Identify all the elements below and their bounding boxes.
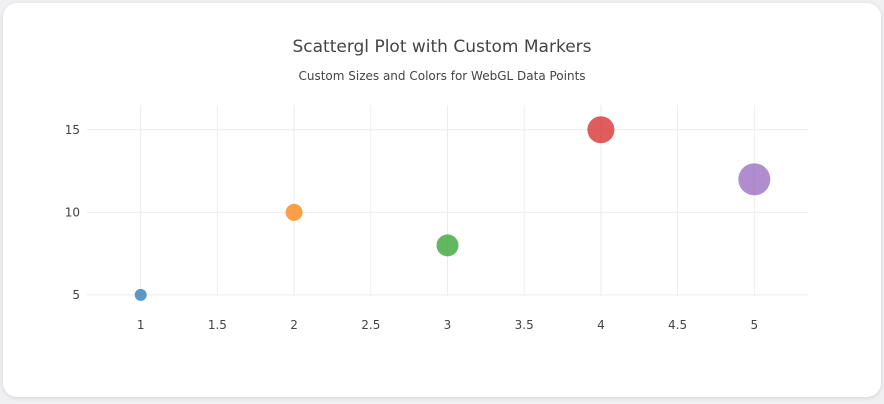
- chart-title: Scattergl Plot with Custom Markers: [292, 37, 592, 57]
- data-point[interactable]: [285, 203, 303, 221]
- x-tick-label: 5: [750, 318, 758, 332]
- chart-subtitle: Custom Sizes and Colors for WebGL Data P…: [298, 69, 586, 83]
- y-tick-label: 5: [72, 288, 80, 302]
- chart-card: Scattergl Plot with Custom Markers Custo…: [3, 3, 881, 397]
- data-point[interactable]: [134, 288, 147, 301]
- x-tick-label: 3: [444, 318, 452, 332]
- x-tick-label: 4.5: [668, 318, 687, 332]
- scatter-plot[interactable]: 1 1.5 2 2.5 3 3.5 4 4.5 5 5 10 15: [3, 3, 881, 397]
- x-tick-label: 4: [597, 318, 605, 332]
- x-tick-label: 1: [137, 318, 145, 332]
- x-tick-label: 3.5: [515, 318, 534, 332]
- y-tick-label: 10: [65, 205, 80, 219]
- x-tick-label: 1.5: [208, 318, 227, 332]
- data-point[interactable]: [436, 234, 459, 257]
- data-point[interactable]: [738, 163, 771, 196]
- x-tick-label: 2.5: [361, 318, 380, 332]
- data-point[interactable]: [587, 116, 615, 144]
- y-tick-label: 15: [65, 123, 80, 137]
- x-tick-label: 2: [290, 318, 298, 332]
